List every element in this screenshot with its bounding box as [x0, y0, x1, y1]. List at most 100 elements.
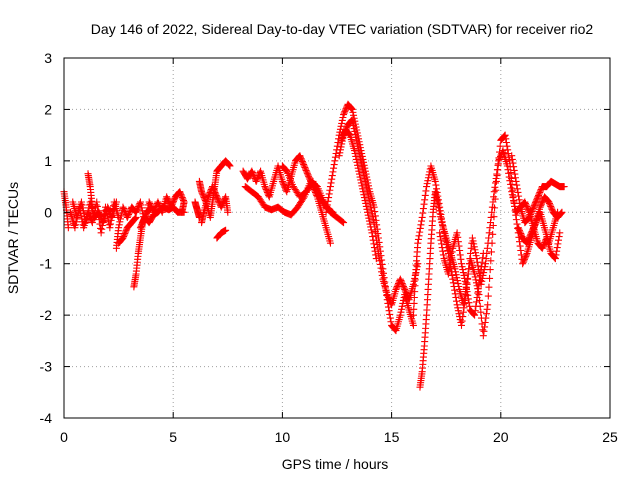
- data-point-marker: [535, 191, 543, 199]
- data-point-marker: [371, 247, 379, 255]
- data-trace: [191, 198, 203, 221]
- data-point-marker: [509, 194, 517, 202]
- data-point-marker: [509, 159, 517, 167]
- data-point-marker: [366, 198, 374, 206]
- data-point-marker: [525, 213, 533, 221]
- data-point-marker: [537, 202, 545, 210]
- data-point-marker: [337, 143, 345, 151]
- data-point-marker: [455, 242, 463, 250]
- data-point-marker: [120, 206, 128, 214]
- data-point-marker: [560, 183, 568, 191]
- data-point-marker: [398, 278, 406, 286]
- data-point-marker: [520, 257, 528, 265]
- data-point-marker: [138, 219, 146, 227]
- data-point-marker: [416, 224, 424, 232]
- data-point-marker: [557, 209, 565, 217]
- data-point-marker: [510, 166, 518, 174]
- data-point-marker: [470, 243, 478, 251]
- data-point-marker: [414, 235, 422, 243]
- data-point-marker: [459, 269, 467, 277]
- data-point-marker: [353, 139, 361, 147]
- y-tick-label: -1: [40, 256, 53, 272]
- data-point-marker: [453, 301, 461, 309]
- data-point-marker: [393, 282, 401, 290]
- data-point-marker: [538, 199, 546, 207]
- data-point-marker: [296, 152, 304, 160]
- data-point-marker: [531, 199, 539, 207]
- data-point-marker: [463, 288, 471, 296]
- data-point-marker: [552, 251, 560, 259]
- data-point-marker: [357, 179, 365, 187]
- data-point-marker: [339, 114, 347, 122]
- data-point-marker: [513, 185, 521, 193]
- data-point-marker: [328, 172, 336, 180]
- data-point-marker: [221, 194, 229, 202]
- data-point-marker: [146, 205, 154, 213]
- data-point-marker: [97, 229, 105, 237]
- data-point-marker: [326, 183, 334, 191]
- data-point-marker: [460, 296, 468, 304]
- data-point-marker: [467, 244, 475, 252]
- data-point-marker: [402, 288, 410, 296]
- data-point-marker: [124, 212, 132, 220]
- data-point-marker: [120, 233, 128, 241]
- data-point-marker: [488, 203, 496, 211]
- data-point-marker: [131, 215, 139, 223]
- data-point-marker: [458, 317, 466, 325]
- data-point-marker: [330, 164, 338, 172]
- data-point-marker: [198, 189, 206, 197]
- y-tick-label: -4: [40, 410, 53, 426]
- data-point-marker: [557, 210, 565, 218]
- data-point-marker: [495, 155, 503, 163]
- data-point-marker: [418, 213, 426, 221]
- data-point-marker: [391, 326, 399, 334]
- data-point-marker: [451, 265, 459, 273]
- data-point-marker: [479, 254, 487, 262]
- data-point-marker: [547, 202, 555, 210]
- data-point-marker: [529, 224, 537, 232]
- data-point-marker: [486, 224, 494, 232]
- data-point-marker: [136, 224, 144, 232]
- data-point-marker: [378, 271, 386, 279]
- data-point-marker: [297, 155, 305, 163]
- data-point-marker: [514, 224, 522, 232]
- data-point-marker: [511, 170, 519, 178]
- data-point-marker: [421, 196, 429, 204]
- data-point-marker: [78, 201, 86, 209]
- data-point-marker: [455, 310, 463, 318]
- data-point-marker: [453, 277, 461, 285]
- data-point-marker: [461, 277, 469, 285]
- data-point-marker: [421, 191, 429, 199]
- data-point-marker: [464, 295, 472, 303]
- data-point-marker: [83, 213, 91, 221]
- data-point-marker: [454, 233, 462, 241]
- data-point-marker: [345, 130, 353, 138]
- data-point-marker: [104, 205, 112, 213]
- data-point-marker: [112, 198, 120, 206]
- data-point-marker: [522, 251, 530, 259]
- data-point-marker: [504, 166, 512, 174]
- data-point-marker: [329, 168, 337, 176]
- data-point-marker: [516, 242, 524, 250]
- data-point-marker: [366, 220, 374, 228]
- data-point-marker: [484, 239, 492, 247]
- data-point-marker: [212, 191, 220, 199]
- data-point-marker: [486, 274, 494, 282]
- data-point-marker: [353, 158, 361, 166]
- data-point-marker: [555, 236, 563, 244]
- data-point-marker: [263, 187, 271, 195]
- data-point-marker: [64, 224, 72, 232]
- data-point-marker: [507, 184, 515, 192]
- data-point-marker: [517, 246, 525, 254]
- data-point-marker: [483, 244, 491, 252]
- data-point-marker: [96, 211, 104, 219]
- x-tick-label: 25: [602, 429, 618, 445]
- data-point-marker: [476, 271, 484, 279]
- data-point-marker: [487, 219, 495, 227]
- data-point-marker: [527, 230, 535, 238]
- data-point-marker: [364, 208, 372, 216]
- data-points: [60, 100, 568, 391]
- data-point-marker: [524, 238, 532, 246]
- data-trace: [84, 170, 96, 211]
- data-point-marker: [438, 244, 446, 252]
